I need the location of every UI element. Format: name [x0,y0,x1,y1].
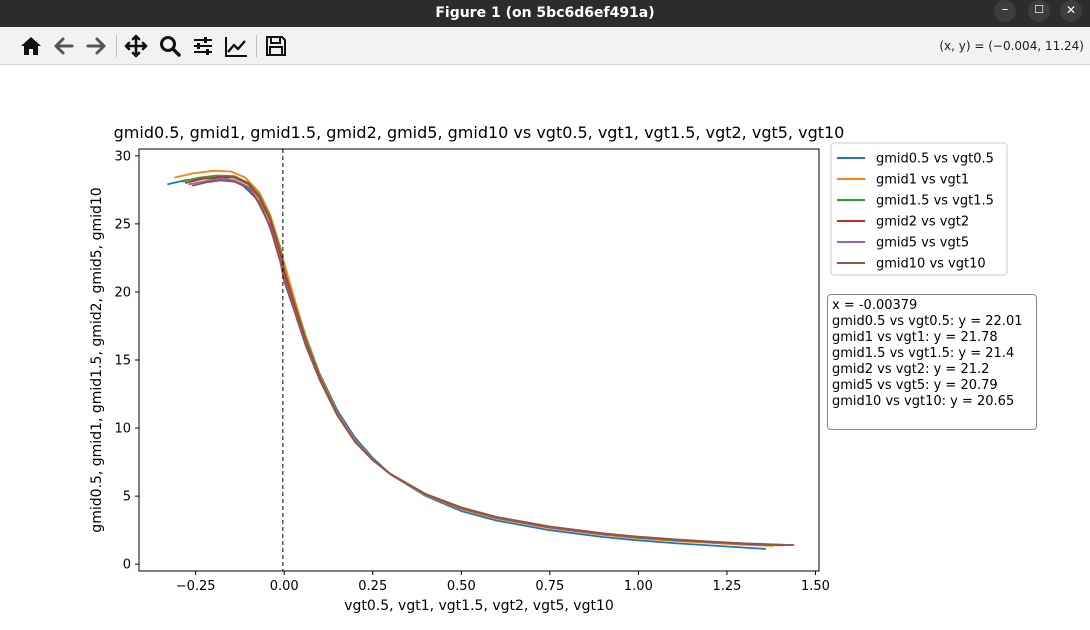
series-layer [167,169,795,550]
x-tick-label: 0.50 [447,579,476,594]
y-tick-label: 10 [114,422,131,437]
figure-canvas[interactable]: −0.25 0.00 0.25 0.50 0.75 1.00 1.25 1.50 0 5 10 15… [0,65,1090,630]
x-ticks: −0.25 0.00 0.25 0.50 0.75 1.00 1.25 1.50 [176,571,830,594]
minimize-icon[interactable]: – [994,0,1016,22]
y-tick-label: 15 [114,354,131,369]
home-icon[interactable] [17,32,45,60]
annotation-line: gmid10 vs vgt10: y = 20.65 [832,394,1015,409]
x-tick-label: 1.50 [801,579,830,594]
line-chart[interactable]: −0.25 0.00 0.25 0.50 0.75 1.00 1.25 1.50 0 5 10 15… [0,65,1090,630]
chart-title: gmid0.5, gmid1, gmid1.5, gmid2, gmid5, g… [114,123,845,142]
series-line-6 [191,179,795,546]
navigation-toolbar: (x, y) = (−0.004, 11.24) [0,27,1090,65]
cursor-coordinates: (x, y) = (−0.004, 11.24) [939,39,1084,53]
legend-frame [830,142,1008,276]
back-arrow-icon[interactable] [50,32,78,60]
annotation-line: gmid2 vs vgt2: y = 21.2 [832,362,990,377]
series-line-2 [174,169,774,547]
annotation-line: x = -0.00379 [832,298,918,313]
zoom-magnifier-icon[interactable] [156,32,184,60]
y-ticks: 0 5 10 15 20 25 30 [114,149,139,573]
forward-arrow-icon[interactable] [82,32,110,60]
series-line-5 [188,178,791,546]
axes-frame [138,148,820,572]
annotation-line: gmid0.5 vs vgt0.5: y = 22.01 [832,314,1023,329]
pan-move-icon[interactable] [122,32,150,60]
window-titlebar: Figure 1 (on 5bc6d6ef491a) – ☐ ✕ [0,0,1090,27]
legend: gmid0.5 vs vgt0.5 gmid1 vs vgt1 gmid1.5 vs… [830,142,1008,276]
configure-subplots-icon[interactable] [189,32,217,60]
y-tick-label: 5 [123,490,131,505]
close-icon[interactable]: ✕ [1060,0,1082,22]
toolbar-separator [116,35,117,57]
series-line-1 [167,177,766,550]
y-tick-label: 0 [123,558,131,573]
y-tick-label: 30 [114,149,131,164]
legend-entry: gmid2 vs vgt2 [876,215,969,230]
x-tick-label: 1.25 [712,579,741,594]
x-tick-label: 1.00 [624,579,653,594]
x-tick-label: −0.25 [176,579,216,594]
maximize-icon[interactable]: ☐ [1028,0,1050,22]
window-title: Figure 1 (on 5bc6d6ef491a) [435,5,655,21]
annotation-line: gmid1.5 vs vgt1.5: y = 21.4 [832,346,1015,361]
legend-entry: gmid10 vs vgt10 [876,257,986,272]
x-tick-label: 0.25 [358,579,387,594]
annotation-line: gmid5 vs vgt5: y = 20.79 [832,378,998,393]
legend-entry: gmid1 vs vgt1 [876,173,969,188]
edit-axis-icon[interactable] [222,32,250,60]
x-tick-label: 0.75 [535,579,564,594]
legend-entry: gmid1.5 vs vgt1.5 [876,194,994,209]
x-axis-label: vgt0.5, vgt1, vgt1.5, vgt2, vgt5, vgt10 [344,598,614,614]
y-tick-label: 20 [114,285,131,300]
y-tick-label: 25 [114,217,131,232]
save-floppy-icon[interactable] [262,32,290,60]
hover-annotation-box: x = -0.00379 gmid0.5 vs vgt0.5: y = 22.0… [827,294,1037,430]
legend-entry: gmid0.5 vs vgt0.5 [876,152,994,167]
annotation-line: gmid1 vs vgt1: y = 21.78 [832,330,998,345]
toolbar-separator [256,35,257,57]
legend-entry: gmid5 vs vgt5 [876,236,969,251]
x-tick-label: 0.00 [270,579,299,594]
y-axis-label: gmid0.5, gmid1, gmid1.5, gmid2, gmid5, g… [89,187,105,532]
